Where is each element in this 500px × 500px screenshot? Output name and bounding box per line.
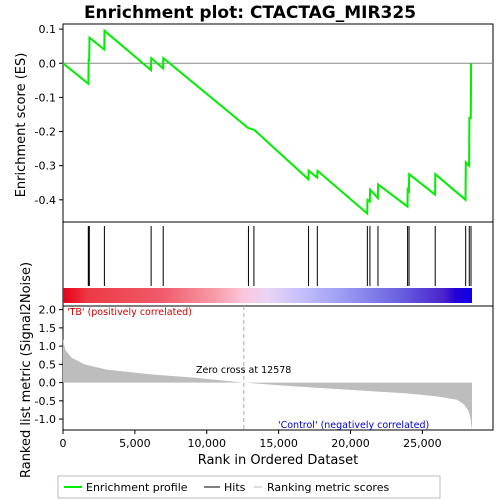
ranking-tick-label: 2.0 [39, 304, 57, 317]
ranking-tick-label: 0.0 [39, 377, 57, 390]
ranking-tick-label: 0.5 [39, 358, 57, 371]
ranking-panel-frame [62, 305, 494, 431]
es-tick-label: -0.4 [35, 194, 56, 207]
legend: Enrichment profile Hits Ranking metric s… [57, 475, 441, 499]
x-tick-label: 5,000 [119, 437, 151, 450]
es-tick-label: -0.1 [35, 91, 56, 104]
positive-correlation-label: 'TB' (positively correlated) [67, 307, 192, 318]
x-tick-label: 10,000 [188, 437, 227, 450]
es-tick-label: 0.0 [39, 57, 57, 70]
ranking-tick-label: 1.0 [39, 340, 57, 353]
ranking-tick-label: -1.0 [35, 413, 56, 426]
zero-cross-label: Zero cross at 12578 [196, 365, 291, 376]
x-tick-label: 20,000 [331, 437, 370, 450]
es-tick-label: 0.1 [39, 23, 57, 36]
x-tick-label: 25,000 [403, 437, 442, 450]
x-axis-label: Rank in Ordered Dataset [198, 453, 359, 468]
ranking-metric-area [63, 338, 472, 429]
x-tick-label: 15,000 [259, 437, 298, 450]
rank-color-bar [63, 288, 472, 303]
legend-profile-label: Enrichment profile [86, 481, 188, 494]
chart-title: Enrichment plot: CTACTAG_MIR325 [84, 3, 416, 23]
ranking-axis-label: Ranked list metric (Signal2Noise) [19, 262, 34, 478]
negative-correlation-label: 'Control' (negatively correlated) [278, 420, 429, 431]
es-panel-frame [62, 23, 494, 223]
es-tick-label: -0.2 [35, 126, 56, 139]
legend-ranking-label: Ranking metric scores [267, 481, 389, 494]
enrichment-profile-line [62, 28, 473, 216]
legend-hits-label: Hits [224, 481, 246, 494]
ranking-tick-label: 1.5 [39, 322, 57, 335]
ranking-tick-label: -0.5 [35, 395, 56, 408]
es-axis-label: Enrichment score (ES) [14, 53, 29, 198]
es-tick-label: -0.3 [35, 160, 56, 173]
x-tick-label: 0 [60, 437, 67, 450]
